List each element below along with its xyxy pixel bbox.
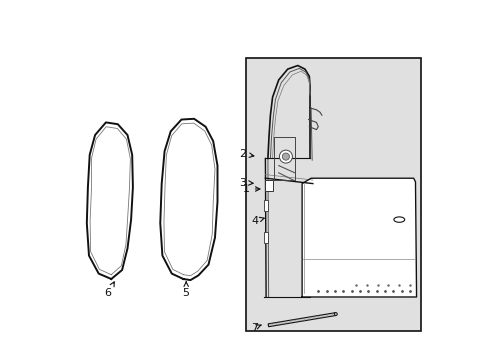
Ellipse shape [393,217,404,222]
Polygon shape [302,178,416,297]
Polygon shape [267,312,335,327]
Text: 3: 3 [239,177,253,188]
Bar [263,200,267,211]
Text: 1: 1 [243,184,260,194]
Polygon shape [160,119,217,280]
Text: 6: 6 [104,282,114,298]
Text: 4: 4 [250,216,264,226]
Text: 7: 7 [250,323,261,333]
Bar [246,58,420,331]
Text: 5: 5 [183,282,189,298]
Circle shape [334,312,337,315]
Text: 2: 2 [239,149,253,159]
Bar [263,232,267,243]
Circle shape [279,150,292,163]
Bar [265,180,272,191]
Circle shape [282,153,289,160]
Polygon shape [87,122,133,279]
